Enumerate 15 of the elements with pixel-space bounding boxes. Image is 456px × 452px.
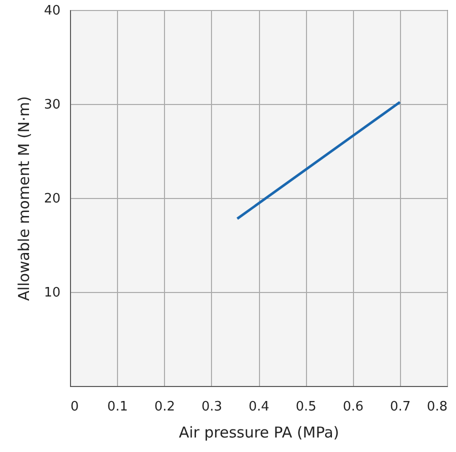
x-tick-label: 0.1 <box>107 400 128 414</box>
x-axis-title: Air pressure PA (MPa) <box>178 424 340 442</box>
y-tick-label: 40 <box>44 4 60 18</box>
x-tick-label: 0.2 <box>154 400 176 414</box>
y-tick-label: 20 <box>44 192 60 206</box>
x-tick-label: 0.3 <box>202 400 222 414</box>
x-tick-label: 0 <box>70 400 79 414</box>
x-tick-label: 0.4 <box>248 400 270 414</box>
y-axis-title: Allowable moment M (N·m) <box>14 96 33 301</box>
y-tick-label: 30 <box>44 98 60 112</box>
x-tick-label: 0.7 <box>390 400 411 414</box>
x-tick-label: 0.8 <box>426 400 448 414</box>
x-tick-label: 0.5 <box>296 400 316 414</box>
y-tick-label: 10 <box>44 286 60 300</box>
x-tick-label: 0.6 <box>342 400 364 414</box>
